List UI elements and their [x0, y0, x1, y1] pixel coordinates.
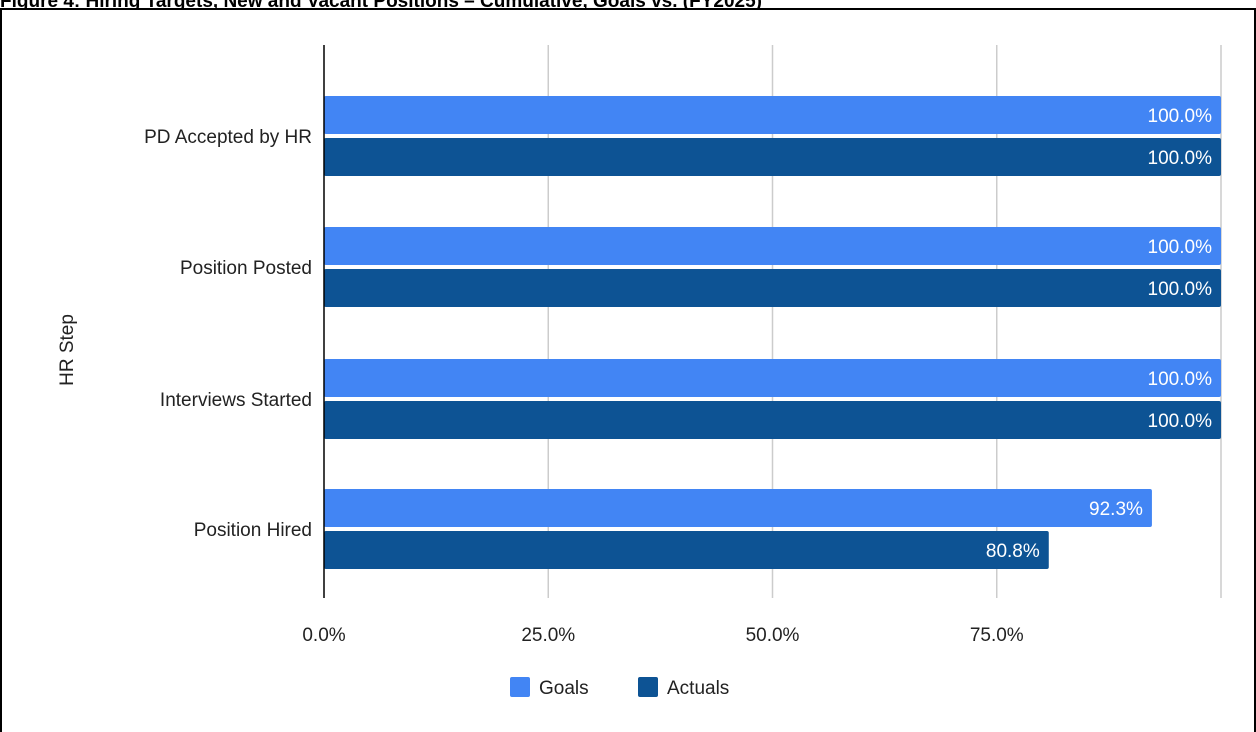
data-label: 80.8%	[986, 541, 1040, 562]
bar-actuals-4	[324, 531, 1049, 569]
y-axis-title: HR Step	[57, 314, 78, 386]
bar-goals-1	[324, 96, 1221, 134]
chart-frame: 100.0% 100.0% 100.0% 100.0% 100.0% 100.0% 92.3…	[0, 8, 1256, 732]
bar-actuals-1	[324, 138, 1221, 176]
data-label: 100.0%	[1148, 369, 1213, 390]
category-label: Interviews Started	[160, 390, 312, 411]
bar-actuals-2	[324, 269, 1221, 307]
data-label: 100.0%	[1148, 148, 1213, 169]
legend-label: Actuals	[667, 678, 729, 699]
x-tick-label: 75.0%	[970, 625, 1024, 646]
x-tick-label: 0.0%	[302, 625, 345, 646]
bar-goals-2	[324, 227, 1221, 265]
legend-swatch-goals	[510, 677, 530, 697]
legend-label: Goals	[539, 678, 589, 699]
bar-goals-4	[324, 489, 1152, 527]
data-label: 100.0%	[1148, 106, 1213, 127]
tick-labels: 0.0% 25.0% 50.0% 75.0%	[302, 625, 1023, 646]
bar-goals-3	[324, 359, 1221, 397]
data-label: 100.0%	[1148, 279, 1213, 300]
category-label: Position Hired	[194, 520, 312, 541]
category-label: Position Posted	[180, 258, 312, 279]
data-label: 92.3%	[1089, 499, 1143, 520]
data-label: 100.0%	[1148, 411, 1213, 432]
data-label: 100.0%	[1148, 237, 1213, 258]
bar-chart: 100.0% 100.0% 100.0% 100.0% 100.0% 100.0% 92.3…	[0, 8, 1256, 732]
bars: 100.0% 100.0% 100.0% 100.0% 100.0% 100.0% 92.3…	[324, 96, 1221, 569]
category-labels: PD Accepted by HR Position Posted Intervie…	[144, 127, 312, 541]
legend-swatch-actuals	[638, 677, 658, 697]
bar-actuals-3	[324, 401, 1221, 439]
x-tick-label: 25.0%	[521, 625, 575, 646]
x-tick-label: 50.0%	[746, 625, 800, 646]
legend: Goals Actuals	[510, 677, 729, 699]
category-label: PD Accepted by HR	[144, 127, 312, 148]
